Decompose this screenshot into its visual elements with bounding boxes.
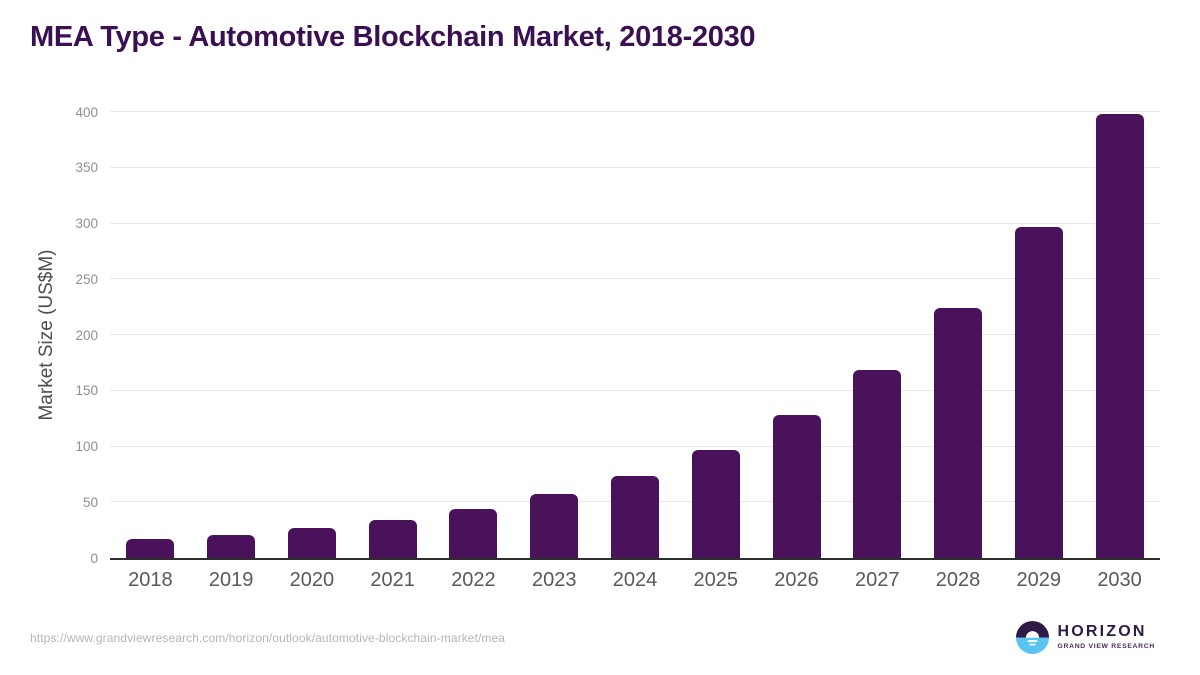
bar-2020 (287, 527, 336, 558)
bar-2029 (1014, 226, 1063, 558)
x-tick-label: 2020 (289, 569, 335, 591)
y-tick-label: 250 (75, 271, 98, 287)
y-tick-label: 400 (75, 104, 98, 120)
x-tick-label: 2018 (128, 569, 173, 591)
horizon-sun-icon (1016, 621, 1050, 654)
bar-slot: 2027 (837, 112, 918, 590)
bar-2025 (691, 449, 740, 558)
y-tick-label: 0 (90, 550, 98, 566)
y-tick-label: 50 (82, 494, 98, 510)
bar-slot: 2022 (433, 112, 514, 590)
x-tick-label: 2030 (1097, 569, 1142, 591)
y-tick-label: 350 (75, 160, 98, 175)
plot-area: 0 50 100 150 200 250 300 350 400 2018 2019 2020 202… (75, 105, 1160, 590)
gridline (110, 389, 1160, 391)
gridline (110, 166, 1160, 168)
bar-2024 (610, 475, 659, 558)
x-tick-label: 2019 (208, 569, 254, 591)
bar-slot: 2023 (514, 112, 595, 590)
horizon-logo-text: HORIZON GRAND VIEW RESEARCH (1057, 624, 1155, 651)
source-url: https://www.grandviewresearch.com/horizo… (30, 631, 506, 645)
x-tick-label: 2024 (612, 569, 658, 591)
gridline (110, 445, 1160, 447)
x-tick-label: 2029 (1016, 569, 1062, 591)
bar-2019 (207, 534, 256, 558)
bar-2027 (853, 369, 902, 558)
bar-2030 (1095, 114, 1144, 558)
bars-container: 2018 2019 2020 2021 2022 2023 2024 2025 2026 2027… (110, 112, 1160, 590)
y-tick-label: 300 (75, 215, 98, 231)
bar-2018 (126, 539, 175, 558)
logo-subtitle: GRAND VIEW RESEARCH (1057, 643, 1155, 651)
bar-2028 (934, 308, 983, 558)
x-tick-label: 2022 (451, 569, 496, 591)
y-axis-title: Market Size (US$M) (36, 249, 57, 421)
logo-name: HORIZON (1057, 623, 1147, 641)
bar-slot: 2018 (110, 112, 191, 590)
y-tick-label: 150 (75, 383, 98, 398)
gridline (110, 334, 1160, 335)
x-tick-label: 2025 (693, 569, 738, 591)
gridline (110, 278, 1160, 280)
bar-2026 (772, 415, 821, 558)
y-tick-label: 200 (75, 327, 98, 343)
bar-2023 (530, 494, 579, 558)
x-tick-label: 2028 (935, 569, 981, 591)
gridline (110, 222, 1160, 224)
bar-slot: 2021 (352, 112, 433, 590)
x-tick-label: 2023 (531, 569, 577, 591)
bar-2022 (449, 508, 498, 558)
x-tick-label: 2021 (370, 569, 415, 591)
bar-slot: 2029 (998, 112, 1079, 590)
x-tick-label: 2027 (855, 569, 900, 591)
bar-slot: 2026 (756, 112, 837, 590)
bar-slot: 2024 (595, 112, 676, 590)
y-tick-label: 100 (75, 438, 98, 454)
gridline (110, 111, 1160, 112)
page-title: MEA Type - Automotive Blockchain Market,… (30, 21, 756, 53)
bar-slot: 2030 (1079, 112, 1160, 590)
horizon-logo: HORIZON GRAND VIEW RESEARCH (1016, 621, 1155, 654)
bar-slot: 2019 (191, 112, 272, 590)
bar-slot: 2025 (675, 112, 756, 590)
bar-slot: 2028 (918, 112, 999, 590)
x-tick-label: 2026 (774, 569, 819, 591)
bar-slot: 2020 (272, 112, 353, 590)
bar-2021 (368, 520, 417, 558)
